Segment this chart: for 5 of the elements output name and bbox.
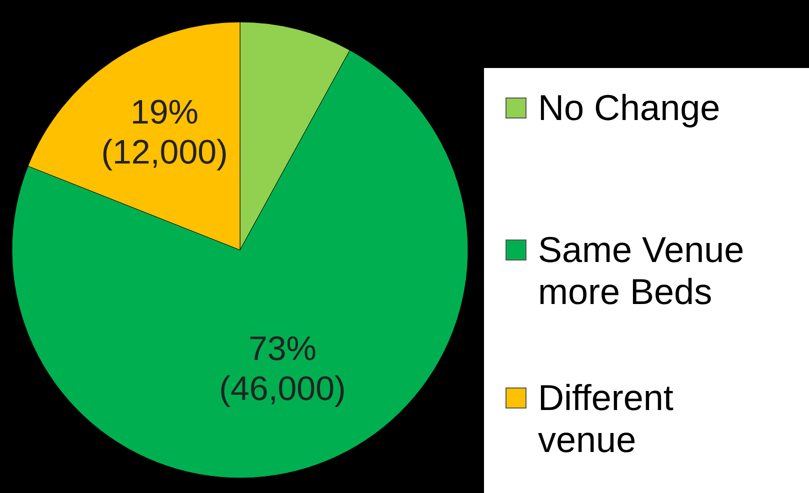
legend-label: Same Venue more Beds [538, 229, 744, 312]
data-label: 73% (46,000) [219, 330, 346, 408]
legend-label: Different venue [538, 377, 674, 460]
data-label: 19% (12,000) [101, 93, 228, 172]
legend-label: No Change [538, 87, 720, 128]
